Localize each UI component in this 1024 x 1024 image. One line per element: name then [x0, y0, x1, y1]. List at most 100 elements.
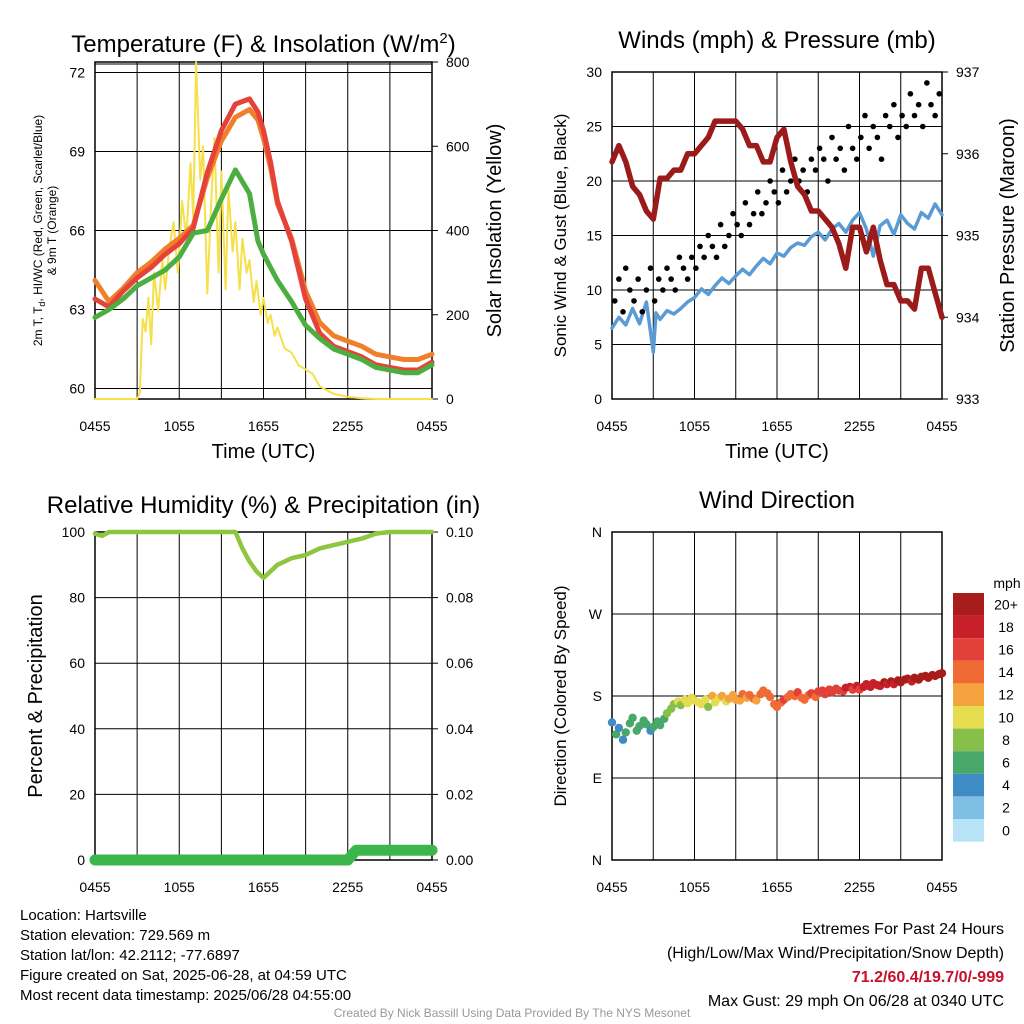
pressure-line — [609, 118, 945, 321]
legend-label: 10 — [998, 709, 1014, 725]
direction-point — [614, 723, 624, 733]
gust-point — [611, 298, 618, 304]
temperature-insolation-panel: Temperature (F) & Insolation (W/m2) 0455 1… — [31, 30, 506, 463]
x-tick-label: 1055 — [679, 418, 710, 434]
y-tick-label: 15 — [586, 228, 602, 244]
gust-point — [816, 145, 823, 152]
gust-point — [915, 101, 922, 108]
gust-point — [858, 134, 864, 141]
gust-point — [651, 298, 658, 304]
gust-point — [754, 189, 761, 195]
x-tick-label: 0455 — [79, 879, 110, 895]
gust-point — [849, 145, 856, 152]
gust-point — [792, 156, 798, 162]
x-tick-label: 1655 — [248, 879, 279, 895]
gust-point — [837, 145, 844, 152]
direction-point — [611, 730, 621, 739]
extremes-heading: Extremes For Past 24 Hours — [802, 921, 1004, 938]
y-tick-label: N — [592, 852, 602, 868]
series-line-green — [92, 167, 435, 376]
x-tick-label: 1655 — [248, 418, 279, 434]
gust-point — [787, 178, 794, 184]
x-tick-label: 2255 — [844, 418, 875, 434]
x-tick-label: 1055 — [679, 879, 710, 895]
legend-title: mph — [993, 575, 1020, 591]
gust-point — [919, 123, 926, 130]
gust-point — [779, 167, 786, 173]
gust-point — [820, 156, 827, 162]
y-tick-label: 80 — [69, 590, 85, 606]
direction-point — [628, 713, 637, 723]
x-tick-label: 1655 — [761, 418, 792, 434]
y-tick-label: 10 — [586, 282, 602, 298]
wind-direction-panel: Wind Direction 0455 1055 1655 2255 0455 N E S W N D… — [551, 487, 1021, 895]
gust-point — [825, 178, 831, 184]
y-tick-label: 5 — [594, 337, 602, 353]
gust-point — [763, 200, 769, 206]
y2-tick-label: 0.04 — [446, 721, 473, 737]
gust-point — [907, 91, 914, 97]
winds-pressure-panel: Winds (mph) & Pressure (mb) 0455 1055 1655 2… — [551, 27, 1019, 463]
y2-tick-label: 934 — [956, 309, 980, 325]
created-text: Figure created on Sat, 2025-06-28, at 04… — [20, 967, 347, 984]
direction-point — [765, 692, 775, 702]
gust-point — [841, 167, 848, 173]
direction-point — [607, 718, 617, 727]
chart-title: Relative Humidity (%) & Precipitation (i… — [47, 492, 480, 519]
gust-point — [750, 210, 757, 217]
gust-point — [878, 156, 885, 162]
humidity-line — [92, 529, 435, 581]
y-tick-label: 60 — [69, 655, 85, 671]
legend-swatch — [953, 728, 984, 752]
legend-label: 2 — [1002, 800, 1010, 816]
legend-swatch — [953, 819, 984, 842]
y2-tick-label: 0.10 — [446, 524, 473, 540]
gust-point — [734, 221, 740, 228]
gust-point — [866, 145, 872, 152]
gust-point — [676, 254, 683, 261]
legend-swatch — [953, 751, 984, 774]
x-axis-label: Time (UTC) — [725, 441, 829, 463]
gust-point — [932, 112, 938, 119]
legend-swatch — [953, 593, 984, 616]
gust-point — [928, 101, 934, 108]
x-tick-label: 2255 — [844, 879, 875, 895]
y-axis-label-line2: & 9m T (Orange) — [45, 186, 59, 276]
station-info: Location: Hartsville Station elevation: … — [20, 906, 351, 1006]
legend-label: 12 — [998, 687, 1014, 703]
recent-text: Most recent data timestamp: 2025/06/28 0… — [20, 987, 352, 1004]
extremes-values: 71.2/60.4/19.7/0/-999 — [851, 969, 1004, 986]
gust-point — [783, 189, 790, 195]
legend-swatch — [953, 683, 984, 706]
y-tick-label: 25 — [586, 119, 602, 135]
legend-swatch — [953, 796, 984, 819]
chart-title: Winds (mph) & Pressure (mb) — [618, 27, 935, 54]
gust-point — [620, 309, 626, 315]
gust-point — [705, 232, 712, 239]
gust-point — [631, 298, 637, 304]
y-tick-label: 66 — [69, 223, 85, 239]
legend-swatch — [953, 660, 984, 684]
legend-label: 14 — [998, 664, 1014, 680]
plot-frame — [94, 61, 433, 400]
gust-point — [746, 221, 753, 228]
x-tick-label: 1055 — [164, 879, 195, 895]
gust-point — [886, 123, 893, 130]
y-tick-label: 100 — [62, 524, 86, 540]
gust-point — [845, 123, 852, 130]
chart-title: Temperature (F) & Insolation (W/m2) — [71, 30, 455, 58]
max-gust-text: Max Gust: 29 mph On 06/28 at 0340 UTC — [707, 993, 1004, 1010]
gust-point — [713, 254, 720, 261]
x-tick-label: 0455 — [416, 418, 447, 434]
gust-point — [639, 309, 646, 315]
x-tick-label: 0455 — [79, 418, 110, 434]
gust-point — [829, 134, 835, 141]
latlon-text: Station lat/lon: 42.2112; -77.6897 — [20, 947, 240, 964]
gust-point — [664, 265, 670, 272]
gust-point — [627, 287, 633, 293]
y-tick-label: 60 — [69, 380, 85, 396]
gust-point — [870, 123, 877, 130]
gust-point — [672, 287, 679, 293]
credit-line: Created By Nick Bassill Using Data Provi… — [333, 1006, 691, 1020]
